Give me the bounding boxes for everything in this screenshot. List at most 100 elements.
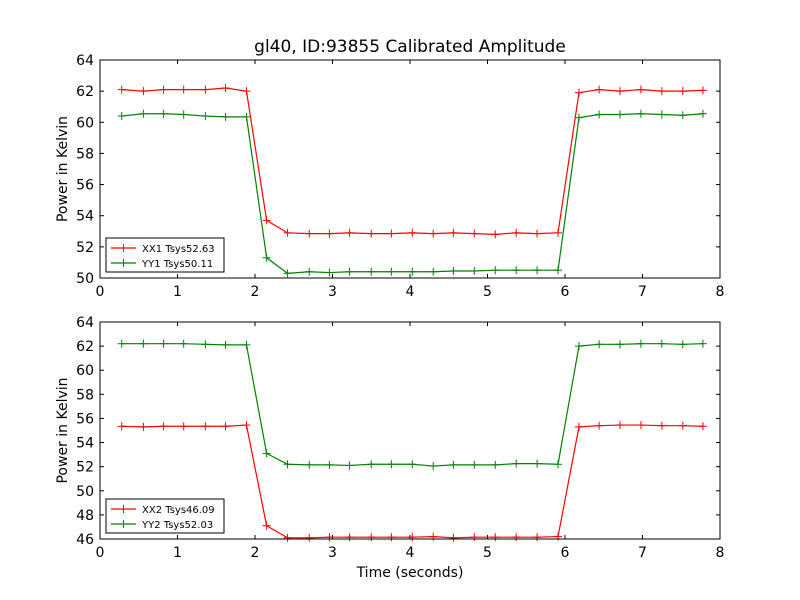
plot-frame bbox=[99, 321, 721, 540]
y-tick-label: 60 bbox=[76, 115, 94, 131]
data-point bbox=[574, 342, 583, 351]
data-point bbox=[470, 460, 479, 469]
data-point bbox=[698, 422, 707, 431]
data-point bbox=[283, 533, 292, 542]
data-point bbox=[408, 267, 417, 276]
y-tick-label: 48 bbox=[76, 508, 94, 524]
data-point bbox=[221, 84, 230, 93]
data-point bbox=[283, 269, 292, 278]
data-point bbox=[367, 267, 376, 276]
data-point bbox=[159, 85, 168, 94]
data-point bbox=[179, 85, 188, 94]
x-tick-label: 0 bbox=[96, 545, 105, 561]
data-point bbox=[554, 460, 563, 469]
data-point bbox=[698, 339, 707, 348]
data-point bbox=[595, 340, 604, 349]
data-point bbox=[367, 460, 376, 469]
y-tick-label: 62 bbox=[76, 339, 94, 355]
data-point bbox=[616, 110, 625, 119]
legend-entry: XX1 Tsys52.63 bbox=[111, 244, 215, 255]
data-point bbox=[678, 87, 687, 96]
data-point bbox=[595, 85, 604, 94]
data-point bbox=[242, 87, 251, 96]
data-point bbox=[449, 228, 458, 237]
data-point bbox=[345, 267, 354, 276]
data-point bbox=[345, 228, 354, 237]
x-tick-label: 7 bbox=[638, 545, 647, 561]
data-point bbox=[367, 533, 376, 542]
data-point bbox=[616, 421, 625, 430]
x-tick-label: 3 bbox=[328, 284, 337, 300]
y-tick-label: 58 bbox=[76, 387, 94, 403]
data-point bbox=[512, 533, 521, 542]
data-point bbox=[117, 85, 126, 94]
data-point bbox=[242, 421, 251, 430]
data-point bbox=[325, 460, 334, 469]
y-tick-label: 54 bbox=[76, 209, 94, 225]
series-1 bbox=[117, 84, 707, 239]
data-point bbox=[470, 533, 479, 542]
data-point bbox=[636, 421, 645, 430]
data-point bbox=[429, 267, 438, 276]
plot-frame bbox=[99, 59, 721, 279]
data-point bbox=[678, 421, 687, 430]
data-point bbox=[305, 229, 314, 238]
data-point bbox=[554, 228, 563, 237]
data-point bbox=[325, 229, 334, 238]
data-point bbox=[139, 109, 148, 118]
data-point bbox=[491, 230, 500, 239]
data-point bbox=[616, 87, 625, 96]
data-point bbox=[262, 216, 271, 225]
y-tick-label: 64 bbox=[76, 53, 94, 69]
y-axis-label: Power in Kelvin bbox=[55, 377, 71, 483]
data-point bbox=[449, 533, 458, 542]
x-tick-label: 8 bbox=[716, 284, 725, 300]
data-point bbox=[387, 267, 396, 276]
data-point bbox=[636, 339, 645, 348]
data-point bbox=[201, 422, 210, 431]
data-point bbox=[305, 267, 314, 276]
data-point bbox=[470, 229, 479, 238]
data-point bbox=[595, 110, 604, 119]
y-tick-label: 50 bbox=[76, 484, 94, 500]
data-point bbox=[345, 533, 354, 542]
data-point bbox=[117, 339, 126, 348]
data-point bbox=[533, 533, 542, 542]
chart-title: gl40, ID:93855 Calibrated Amplitude bbox=[254, 37, 566, 57]
y-tick-label: 54 bbox=[76, 436, 94, 452]
data-point bbox=[159, 109, 168, 118]
legend-entry: YY2 Tsys52.03 bbox=[111, 520, 213, 531]
data-point bbox=[491, 460, 500, 469]
series-2 bbox=[117, 109, 707, 278]
legend-label: XX1 Tsys52.63 bbox=[142, 244, 215, 255]
y-tick-label: 52 bbox=[76, 240, 94, 256]
data-point bbox=[345, 461, 354, 470]
x-axis-label: Time (seconds) bbox=[356, 565, 464, 581]
data-point bbox=[533, 266, 542, 275]
data-point bbox=[305, 460, 314, 469]
data-point bbox=[221, 422, 230, 431]
data-point bbox=[678, 111, 687, 120]
x-tick-label: 6 bbox=[561, 284, 570, 300]
series-2 bbox=[117, 339, 707, 471]
data-point bbox=[470, 266, 479, 275]
data-point bbox=[408, 533, 417, 542]
data-point bbox=[657, 339, 666, 348]
data-point bbox=[636, 109, 645, 118]
data-point bbox=[201, 85, 210, 94]
x-tick-label: 2 bbox=[251, 284, 260, 300]
legend-box bbox=[105, 237, 225, 273]
data-point bbox=[262, 253, 271, 262]
data-point bbox=[325, 533, 334, 542]
y-tick-label: 62 bbox=[76, 84, 94, 100]
legend-entry: YY1 Tsys50.11 bbox=[111, 259, 213, 270]
data-point bbox=[698, 109, 707, 118]
legend-label: YY2 Tsys52.03 bbox=[141, 520, 213, 531]
y-tick-label: 50 bbox=[76, 271, 94, 287]
series-1 bbox=[117, 421, 707, 542]
data-point bbox=[491, 533, 500, 542]
data-point bbox=[242, 112, 251, 121]
data-point bbox=[636, 85, 645, 94]
data-point bbox=[179, 422, 188, 431]
